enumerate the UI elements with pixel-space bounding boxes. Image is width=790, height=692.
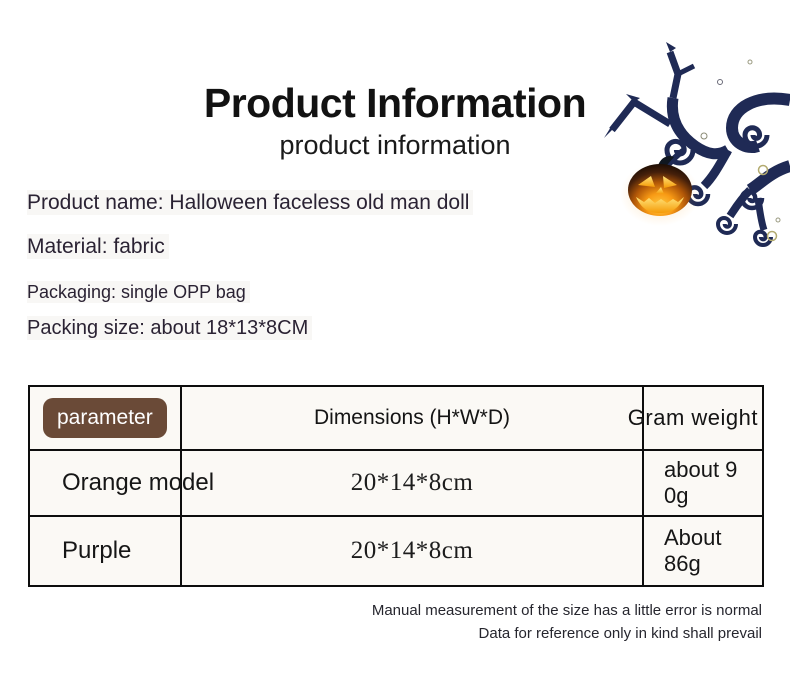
header-weight-label: Gram weight <box>627 405 758 430</box>
weight-line: About <box>664 525 722 550</box>
detail-packaging-text: Packaging: single OPP bag <box>27 281 250 303</box>
weight-cell: about 9 0g <box>642 449 764 517</box>
table-row: Purple 20*14*8cm About 86g <box>28 515 764 587</box>
detail-product-name: Product name: Halloween faceless old man… <box>27 190 474 216</box>
jack-o-lantern-icon <box>620 156 700 226</box>
weight-cell: About 86g <box>642 515 764 587</box>
table-row: Orange model 20*14*8cm about 9 0g <box>28 449 764 517</box>
spec-table-header-row: parameter Dimensions (H*W*D) Gram weight <box>28 385 764 451</box>
detail-material-text: Material: fabric <box>27 234 169 259</box>
footer-note-reference: Data for reference only in kind shall pr… <box>478 625 762 642</box>
dimensions-cell: 20*14*8cm <box>180 449 644 517</box>
detail-packing-size-text: Packing size: about 18*13*8CM <box>27 316 313 340</box>
parameter-badge: parameter <box>43 398 167 438</box>
dimensions-cell: 20*14*8cm <box>180 515 644 587</box>
spooky-tree-icon <box>604 42 790 247</box>
weight-line: about 9 <box>664 457 738 482</box>
detail-packaging: Packaging: single OPP bag <box>27 279 250 305</box>
spec-table: parameter Dimensions (H*W*D) Gram weight… <box>28 385 764 587</box>
header-parameter-cell: parameter <box>28 385 182 451</box>
page-title: Product Information <box>203 80 587 126</box>
footer-note-measurement: Manual measurement of the size has a lit… <box>371 602 762 619</box>
detail-product-name-text: Product name: Halloween faceless old man… <box>27 190 474 215</box>
model-cell: Orange model <box>28 449 214 517</box>
weight-line: 0g <box>664 483 689 508</box>
page-subtitle: product information <box>279 130 511 160</box>
header-dimensions-cell: Dimensions (H*W*D) <box>180 385 644 451</box>
header-weight-cell: Gram weight <box>628 385 764 451</box>
detail-material: Material: fabric <box>27 234 169 260</box>
model-cell: Purple <box>28 515 182 587</box>
sparkle-dots <box>700 59 781 242</box>
detail-packing-size: Packing size: about 18*13*8CM <box>27 315 313 341</box>
weight-line: 86g <box>664 551 701 576</box>
